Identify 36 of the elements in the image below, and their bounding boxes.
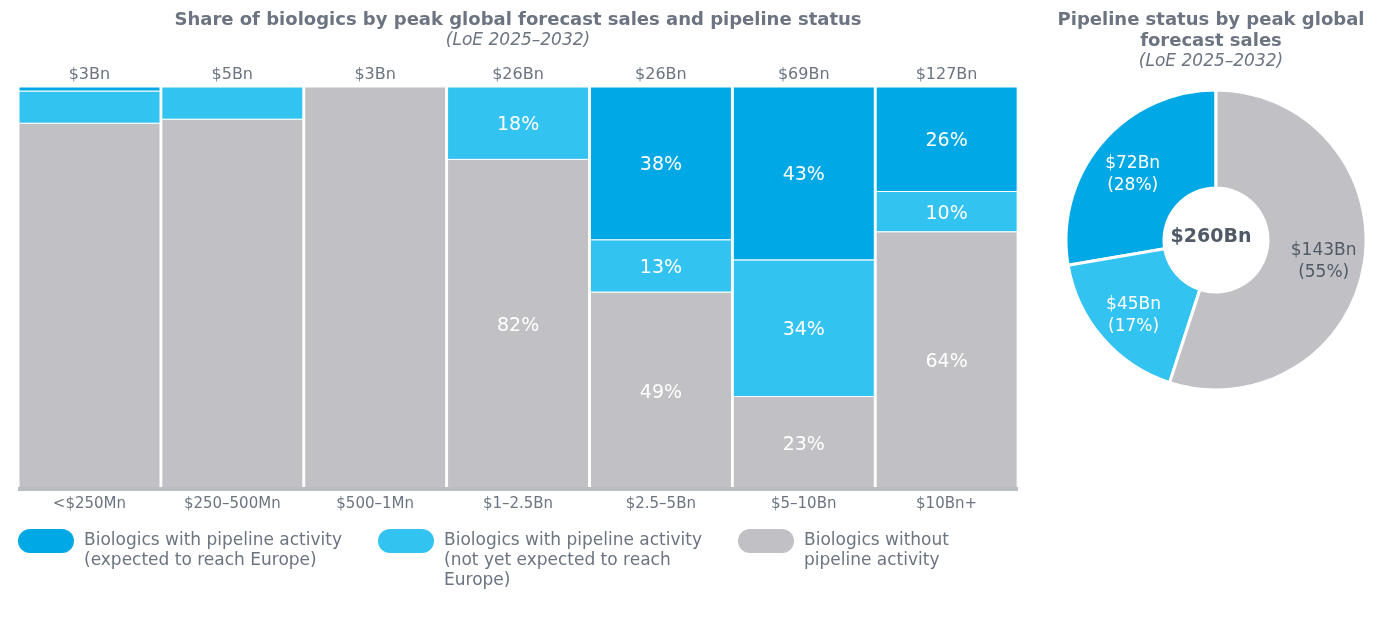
- chart-title: Share of biologics by peak global forecast sales and pipeline status: [173, 8, 863, 29]
- chart-subtitle: (LoE 2025–2032): [444, 29, 592, 49]
- text: $127Bn: [915, 64, 978, 83]
- data-label: 10%: [925, 200, 968, 223]
- data-label: 13%: [639, 254, 683, 277]
- data-label: $45Bn (17%): [1106, 293, 1161, 336]
- data-label: 23%: [782, 431, 825, 454]
- chart-subtitle: (LoE 2025–2032): [1137, 50, 1285, 70]
- text: $3Bn: [68, 64, 111, 83]
- x-tick-label: $5–10Bn: [770, 493, 837, 512]
- data-label: 49%: [639, 379, 683, 402]
- legend-label: Biologics with pipeline activity (not yet expected to reach Europe): [444, 529, 703, 589]
- data-label: 26%: [925, 128, 968, 151]
- data-label: $143Bn (55%): [1290, 239, 1357, 282]
- legend-label: Biologics with pipeline activity (expected to reach Europe): [84, 529, 343, 569]
- x-tick-label: <$250Mn: [52, 493, 127, 512]
- text: $260Bn: [1170, 224, 1252, 246]
- x-tick-label: $1–2.5Bn: [482, 493, 554, 512]
- data-label: $72Bn (28%): [1105, 151, 1161, 194]
- data-label: 64%: [925, 349, 968, 372]
- text: $69Bn: [777, 64, 830, 83]
- data-label: 34%: [782, 317, 825, 340]
- text: $26Bn: [492, 64, 544, 83]
- x-tick-label: $2.5–5Bn: [625, 493, 696, 512]
- x-tick-label: $500–1Mn: [336, 493, 414, 512]
- text: $3Bn: [354, 64, 396, 83]
- x-tick-label: $250–500Mn: [183, 493, 281, 512]
- data-label: 38%: [639, 152, 683, 175]
- x-tick-label: $10Bn+: [916, 493, 978, 512]
- chart-title: Pipeline status by peak global forecast sales: [1056, 8, 1366, 50]
- text: $5Bn: [211, 64, 254, 83]
- text: Biologics without pipeline activity: [804, 529, 950, 569]
- data-label: 43%: [782, 162, 825, 185]
- data-label: 18%: [496, 112, 540, 135]
- data-label: 82%: [496, 313, 540, 336]
- text: $26Bn: [635, 64, 687, 83]
